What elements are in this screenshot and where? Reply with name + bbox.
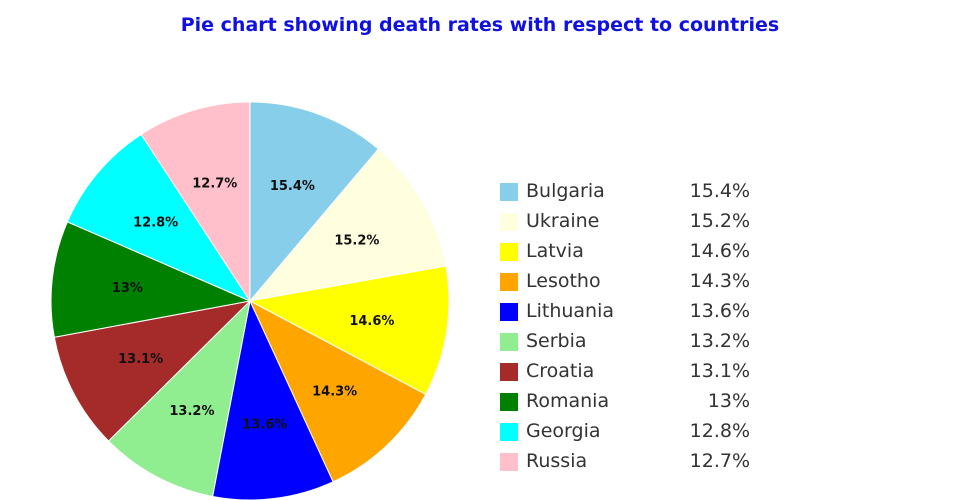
legend-item-latvia[interactable]: Latvia 14.6% xyxy=(500,237,760,267)
legend-item-lithuania[interactable]: Lithuania 13.6% xyxy=(500,297,760,327)
legend-label: Lesotho xyxy=(526,270,601,292)
legend-item-croatia[interactable]: Croatia 13.1% xyxy=(500,357,760,387)
legend-swatch xyxy=(500,423,518,441)
pie-slice-latvia[interactable] xyxy=(248,265,450,396)
legend-swatch xyxy=(500,213,518,231)
slice-label-ukraine: 15.2% xyxy=(334,233,379,248)
legend-item-bulgaria[interactable]: Bulgaria 15.4% xyxy=(500,177,760,207)
pie-slice-georgia[interactable] xyxy=(66,133,252,303)
legend-value: 13.2% xyxy=(689,330,750,352)
slice-label-romania: 13% xyxy=(112,281,143,296)
legend-item-romania[interactable]: Romania 13% xyxy=(500,387,760,417)
legend-value: 13.6% xyxy=(689,300,750,322)
slice-label-lithuania: 13.6% xyxy=(242,417,287,432)
pie-slice-bulgaria[interactable] xyxy=(249,101,380,303)
legend-item-ukraine[interactable]: Ukraine 15.2% xyxy=(500,207,760,237)
legend-value: 15.4% xyxy=(689,180,750,202)
legend-label: Romania xyxy=(526,390,610,412)
slice-label-bulgaria: 15.4% xyxy=(270,179,315,194)
legend-swatch xyxy=(500,333,518,351)
chart-title: Pie chart showing death rates with respe… xyxy=(180,14,780,36)
slice-label-serbia: 13.2% xyxy=(169,404,214,419)
legend-swatch xyxy=(500,273,518,291)
pie-slice-lithuania[interactable] xyxy=(212,299,334,500)
slice-label-croatia: 13.1% xyxy=(118,352,163,367)
legend-label: Georgia xyxy=(526,420,601,442)
legend-label: Serbia xyxy=(526,330,587,352)
legend-label: Russia xyxy=(526,450,588,472)
legend-value: 13% xyxy=(707,390,750,412)
slice-label-georgia: 12.8% xyxy=(133,215,178,230)
legend-value: 12.8% xyxy=(689,420,750,442)
legend-label: Bulgaria xyxy=(526,180,605,202)
pie-slice-croatia[interactable] xyxy=(53,300,252,442)
legend-value: 12.7% xyxy=(689,450,750,472)
legend-swatch xyxy=(500,393,518,411)
slice-label-lesotho: 14.3% xyxy=(312,385,357,400)
legend-value: 13.1% xyxy=(689,360,750,382)
legend-swatch xyxy=(500,363,518,381)
pie-slice-serbia[interactable] xyxy=(107,299,251,498)
legend-swatch xyxy=(500,453,518,471)
legend-item-georgia[interactable]: Georgia 12.8% xyxy=(500,417,760,447)
legend-value: 15.2% xyxy=(689,210,750,232)
legend-swatch xyxy=(500,183,518,201)
legend-label: Latvia xyxy=(526,240,584,262)
legend-swatch xyxy=(500,243,518,261)
legend-value: 14.6% xyxy=(689,240,750,262)
legend-swatch xyxy=(500,303,518,321)
slice-label-russia: 12.7% xyxy=(192,177,237,192)
legend-value: 14.3% xyxy=(689,270,750,292)
legend-label: Ukraine xyxy=(526,210,600,232)
pie-slice-ukraine[interactable] xyxy=(248,148,447,302)
pie-slice-lesotho[interactable] xyxy=(248,299,427,483)
legend-item-serbia[interactable]: Serbia 13.2% xyxy=(500,327,760,357)
legend-item-russia[interactable]: Russia 12.7% xyxy=(500,447,760,477)
legend-label: Croatia xyxy=(526,360,595,382)
legend-label: Lithuania xyxy=(526,300,615,322)
pie-slice-romania[interactable] xyxy=(50,221,252,338)
legend: Bulgaria 15.4% Ukraine 15.2% Latvia 14.6% Leso… xyxy=(500,177,760,477)
legend-item-lesotho[interactable]: Lesotho 14.3% xyxy=(500,267,760,297)
slice-label-latvia: 14.6% xyxy=(349,314,394,329)
pie-slice-russia[interactable] xyxy=(140,101,251,303)
